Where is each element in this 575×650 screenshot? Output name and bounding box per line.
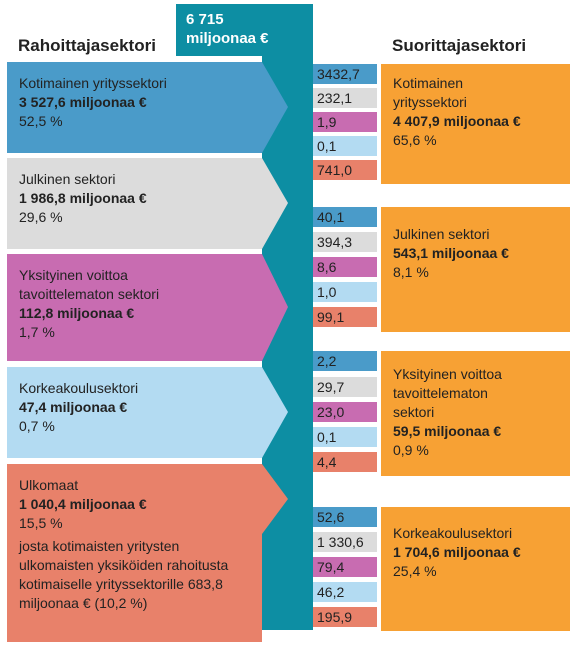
funder-share: 52,5 %	[19, 113, 63, 129]
arrow-higher-education	[262, 367, 288, 458]
performer-amount: 59,5 miljoonaa €	[393, 423, 502, 439]
flow-cell: 40,1	[313, 207, 377, 227]
funder-amount: 47,4 miljoonaa €	[19, 399, 128, 415]
flow-cell: 23,0	[313, 402, 377, 422]
funder-box-higher-education: Korkeakoulusektori 47,4 miljoonaa € 0,7 …	[7, 367, 262, 458]
flow-cell: 1,9	[313, 112, 377, 132]
performer-name: Julkinen sektori	[393, 226, 490, 242]
flow-cell: 232,1	[313, 88, 377, 108]
flow-cell: 1 330,6	[313, 532, 377, 552]
funder-share: 15,5 %	[19, 515, 63, 531]
funders-header: Rahoittajasektori	[18, 36, 156, 55]
performer-name: Korkeakoulusektori	[393, 525, 513, 541]
performer-amount: 4 407,9 miljoonaa €	[393, 113, 521, 129]
flow-cell: 1,0	[313, 282, 377, 302]
funder-name: Korkeakoulusektori	[19, 380, 139, 396]
funder-share: 1,7 %	[19, 324, 55, 340]
funder-box-public: Julkinen sektori 1 986,8 miljoonaa € 29,…	[7, 158, 262, 249]
performer-share: 25,4 %	[393, 563, 437, 579]
funder-name: Yksityinen voittoa tavoittelematon sekto…	[19, 267, 160, 302]
performer-share: 8,1 %	[393, 264, 429, 280]
funder-amount: 112,8 miljoonaa €	[19, 305, 135, 321]
performer-amount: 1 704,6 miljoonaa €	[393, 544, 521, 560]
arrow-nonprofit	[262, 254, 288, 361]
flow-cell: 0,1	[313, 427, 377, 447]
funder-amount: 1 986,8 miljoonaa €	[19, 190, 147, 206]
arrow-abroad	[262, 464, 288, 534]
flow-cell: 741,0	[313, 160, 377, 180]
performer-name: Yksityinen voittoa tavoittelematon sekto…	[393, 366, 502, 420]
flow-cell: 99,1	[313, 307, 377, 327]
arrow-public	[262, 158, 288, 249]
performers-header: Suorittajasektori	[392, 36, 527, 55]
flow-cell: 52,6	[313, 507, 377, 527]
arrow-business	[262, 62, 288, 153]
flow-cell: 46,2	[313, 582, 377, 602]
total-box: 6 715 miljoonaa €	[176, 4, 313, 56]
performer-amount: 543,1 miljoonaa €	[393, 245, 509, 261]
funder-share: 29,6 %	[19, 209, 63, 225]
funder-share: 0,7 %	[19, 418, 55, 434]
funder-name: Kotimainen yrityssektori	[19, 75, 167, 91]
funder-amount: 1 040,4 miljoonaa €	[19, 496, 147, 512]
flow-cell: 29,7	[313, 377, 377, 397]
flow-cell: 195,9	[313, 607, 377, 627]
funder-amount: 3 527,6 miljoonaa €	[19, 94, 147, 110]
performer-box-nonprofit: Yksityinen voittoa tavoittelematon sekto…	[381, 351, 570, 476]
flow-cell: 8,6	[313, 257, 377, 277]
performer-box-public: Julkinen sektori 543,1 miljoonaa € 8,1 %	[381, 207, 570, 332]
performer-box-business: Kotimainen yrityssektori 4 407,9 miljoon…	[381, 64, 570, 184]
funder-box-business: Kotimainen yrityssektori 3 527,6 miljoon…	[7, 62, 262, 153]
funder-name: Ulkomaat	[19, 477, 79, 493]
flow-cell: 3432,7	[313, 64, 377, 84]
funder-box-nonprofit: Yksityinen voittoa tavoittelematon sekto…	[7, 254, 262, 361]
flow-cell: 2,2	[313, 351, 377, 371]
total-unit: miljoonaa €	[186, 30, 269, 47]
performer-share: 0,9 %	[393, 442, 429, 458]
total-value: 6 715	[186, 11, 224, 28]
performer-name: Kotimainen yrityssektori	[393, 75, 467, 110]
flow-cell: 4,4	[313, 452, 377, 472]
funder-name: Julkinen sektori	[19, 171, 116, 187]
flow-cell: 79,4	[313, 557, 377, 577]
performer-share: 65,6 %	[393, 132, 437, 148]
performer-box-higher-education: Korkeakoulusektori 1 704,6 miljoonaa € 2…	[381, 507, 570, 631]
funder-box-abroad: Ulkomaat 1 040,4 miljoonaa € 15,5 % jost…	[7, 464, 262, 642]
flow-cell: 0,1	[313, 136, 377, 156]
flow-cell: 394,3	[313, 232, 377, 252]
funder-note: josta kotimaisten yritysten ulkomaisten …	[19, 538, 229, 611]
